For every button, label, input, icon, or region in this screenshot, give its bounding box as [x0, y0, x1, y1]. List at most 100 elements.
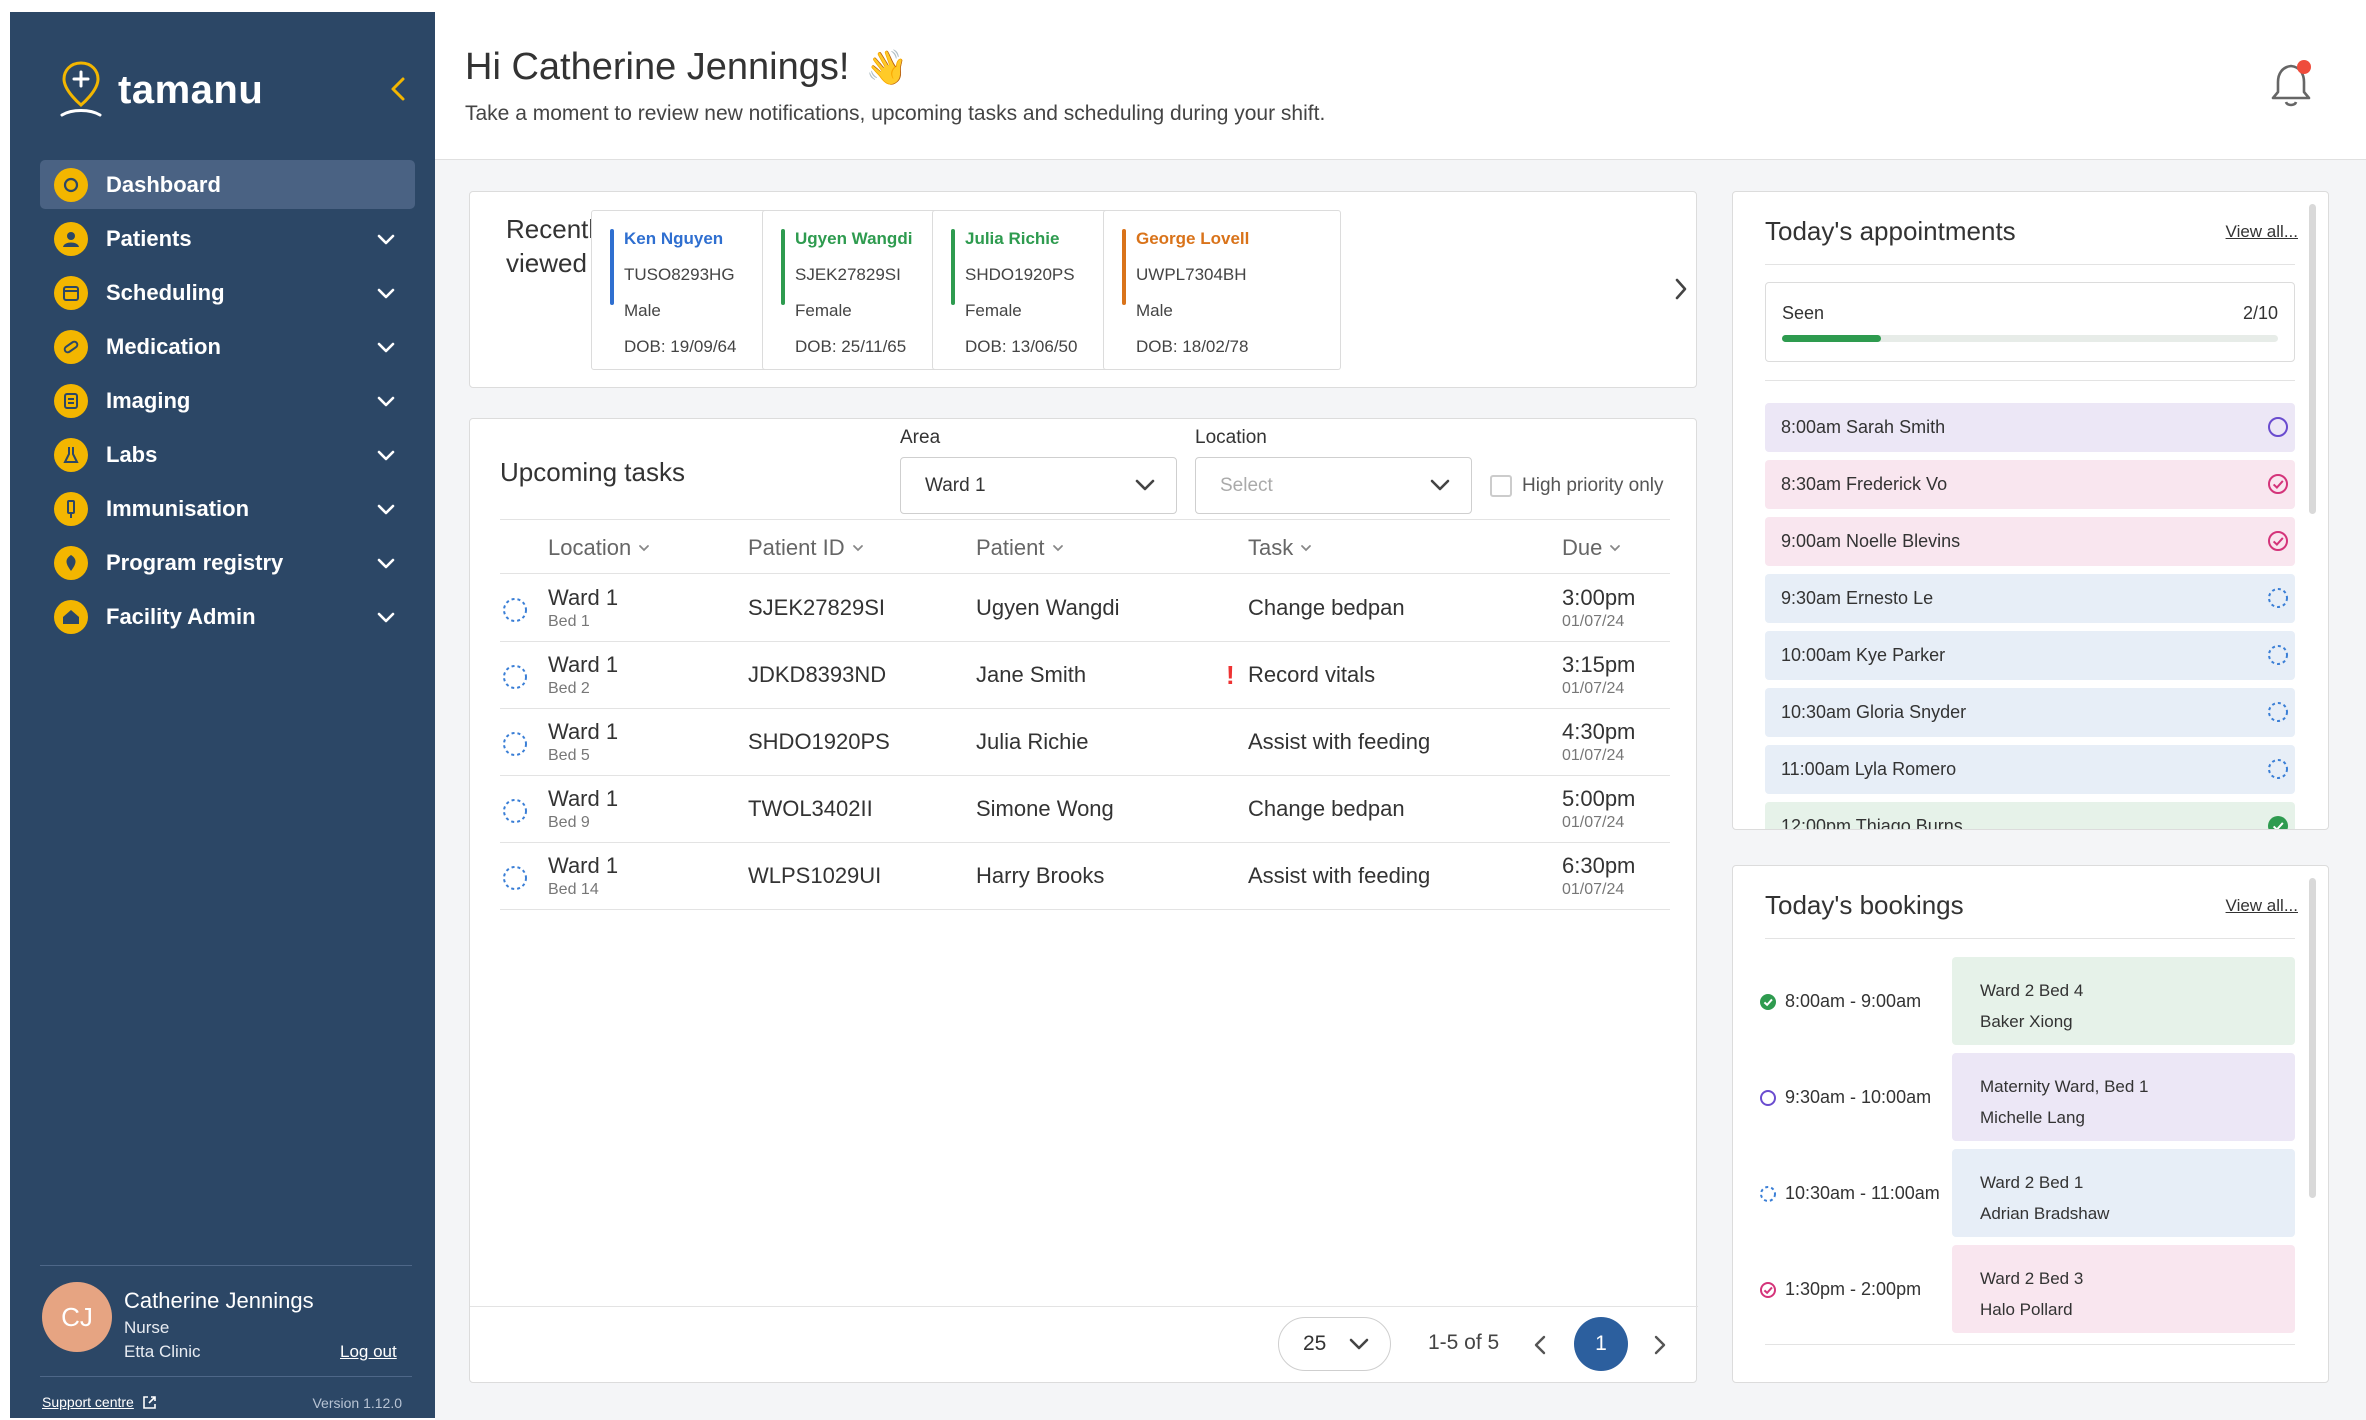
- sidebar-item-labs[interactable]: Labs: [40, 430, 415, 479]
- booking-time: 8:00am - 9:00am: [1785, 991, 1922, 1011]
- sidebar-item-program-registry[interactable]: Program registry: [40, 538, 415, 587]
- previous-page-button[interactable]: [1516, 1321, 1564, 1369]
- upcoming-tasks-panel: Upcoming tasks Area Ward 1 Location Sele…: [469, 418, 1698, 1383]
- patient-name: Ugyen Wangdi: [795, 229, 913, 248]
- sidebar-item-immunisation[interactable]: Immunisation: [40, 484, 415, 533]
- table-row[interactable]: Ward 1 Bed 14 WLPS1029UI Harry Brooks Assist…: [500, 843, 1670, 910]
- notifications-button[interactable]: [2270, 58, 2316, 110]
- current-page-button[interactable]: 1: [1574, 1317, 1628, 1371]
- booking-card[interactable]: Ward 2 Bed 1 Adrian Bradshaw: [1952, 1149, 2295, 1237]
- patient-id: UWPL7304BH: [1136, 265, 1247, 284]
- expand-imaging-button[interactable]: [371, 386, 401, 416]
- collapse-sidebar-button[interactable]: [380, 68, 416, 110]
- appointment-item[interactable]: 9:00am Noelle Blevins: [1765, 517, 2295, 566]
- column-header-patient[interactable]: Patient: [976, 535, 1065, 561]
- appointments-scrollbar[interactable]: [2309, 204, 2316, 514]
- expand-patients-button[interactable]: [371, 224, 401, 254]
- booking-item: 9:30am - 10:00am Maternity Ward, Bed 1 Mic…: [1733, 1053, 2303, 1145]
- location-select[interactable]: Select: [1195, 457, 1472, 514]
- recent-patient-card[interactable]: George Lovell UWPL7304BH Male DOB: 18/02/78: [1103, 210, 1341, 370]
- task-status-toggle[interactable]: [502, 597, 528, 628]
- sidebar-item-dashboard[interactable]: Dashboard: [40, 160, 415, 209]
- expand-labs-button[interactable]: [371, 440, 401, 470]
- seen-progress-bar: [1782, 335, 2278, 342]
- app-logo[interactable]: tamanu: [56, 50, 263, 130]
- task-description: Assist with feeding: [1248, 729, 1431, 754]
- expand-immunisation-button[interactable]: [371, 494, 401, 524]
- patient-color-bar: [610, 229, 614, 305]
- booking-item: 1:30pm - 2:00pm Ward 2 Bed 3 Halo Pollard: [1733, 1245, 2303, 1337]
- task-patient-name: Simone Wong: [976, 796, 1114, 821]
- sidebar-item-scheduling[interactable]: Scheduling: [40, 268, 415, 317]
- bookings-divider: [1765, 938, 2295, 939]
- chevron-down-icon: [1430, 479, 1450, 491]
- bookings-scrollbar[interactable]: [2309, 878, 2316, 1198]
- patient-id: SHDO1920PS: [965, 265, 1075, 284]
- sidebar-item-imaging[interactable]: Imaging: [40, 376, 415, 425]
- booking-card[interactable]: Maternity Ward, Bed 1 Michelle Lang: [1952, 1053, 2295, 1141]
- expand-medication-button[interactable]: [371, 332, 401, 362]
- high-priority-checkbox[interactable]: [1490, 475, 1512, 497]
- appointment-item[interactable]: 10:30am Gloria Snyder: [1765, 688, 2295, 737]
- location-placeholder: Select: [1220, 474, 1273, 496]
- next-page-button[interactable]: [1636, 1321, 1684, 1369]
- sidebar-item-facility-admin[interactable]: Facility Admin: [40, 592, 415, 641]
- task-status-toggle[interactable]: [502, 731, 528, 762]
- sidebar-item-label: Labs: [106, 441, 158, 467]
- booking-location: Ward 2 Bed 1: [1980, 1173, 2084, 1192]
- recently-viewed-title: Recently viewed: [506, 214, 608, 278]
- expand-scheduling-button[interactable]: [371, 278, 401, 308]
- rows-per-page-select[interactable]: 25: [1278, 1317, 1391, 1371]
- column-header-due[interactable]: Due: [1562, 535, 1622, 561]
- table-row[interactable]: Ward 1 Bed 5 SHDO1920PS Julia Richie Assist …: [500, 709, 1670, 776]
- table-row[interactable]: Ward 1 Bed 2 JDKD8393ND Jane Smith! Record v…: [500, 642, 1670, 709]
- expand-program-registry-button[interactable]: [371, 548, 401, 578]
- support-centre-link[interactable]: Support centre: [42, 1394, 157, 1410]
- column-header-task[interactable]: Task: [1248, 535, 1313, 561]
- appointment-item[interactable]: 9:30am Ernesto Le: [1765, 574, 2295, 623]
- table-row[interactable]: Ward 1 Bed 1 SJEK27829SI Ugyen Wangdi Change…: [500, 575, 1670, 642]
- appointment-item[interactable]: 8:00am Sarah Smith: [1765, 403, 2295, 452]
- app-name: tamanu: [118, 67, 264, 112]
- task-status-toggle[interactable]: [502, 798, 528, 829]
- table-row[interactable]: Ward 1 Bed 9 TWOL3402II Simone Wong Change b…: [500, 776, 1670, 843]
- waving-hand-icon: 👋: [865, 48, 908, 87]
- sort-chevron-icon: [1301, 545, 1312, 552]
- booking-card[interactable]: Ward 2 Bed 3 Halo Pollard: [1952, 1245, 2295, 1333]
- area-select[interactable]: Ward 1: [900, 457, 1177, 514]
- appointment-item[interactable]: 10:00am Kye Parker: [1765, 631, 2295, 680]
- blue-dashed-circle-icon: [2268, 759, 2288, 779]
- column-header-patient-id[interactable]: Patient ID: [748, 535, 865, 561]
- sort-chevron-icon: [1610, 545, 1621, 552]
- expand-facility-admin-button[interactable]: [371, 602, 401, 632]
- task-due-time: 4:30pm: [1562, 719, 1636, 744]
- appointment-item[interactable]: 11:00am Lyla Romero: [1765, 745, 2295, 794]
- column-header-location[interactable]: Location: [548, 535, 651, 561]
- sidebar-item-medication[interactable]: Medication: [40, 322, 415, 371]
- appointment-item[interactable]: 8:30am Frederick Vo: [1765, 460, 2295, 509]
- task-due-time: 5:00pm: [1562, 786, 1636, 811]
- sidebar-item-patients[interactable]: Patients: [40, 214, 415, 263]
- task-due-date: 01/07/24: [1562, 814, 1625, 831]
- appointment-status: [2267, 587, 2289, 614]
- high-priority-filter[interactable]: High priority only: [1490, 475, 1664, 497]
- booking-time: 10:30am - 11:00am: [1785, 1183, 1940, 1203]
- appointments-view-all-link[interactable]: View all...: [2225, 222, 2298, 241]
- chevron-down-icon: [1135, 479, 1155, 491]
- logout-link[interactable]: Log out: [340, 1342, 397, 1361]
- sidebar-item-label: Patients: [106, 225, 192, 251]
- task-due-date: 01/07/24: [1562, 680, 1625, 697]
- appointment-label: 10:00am Kye Parker: [1781, 645, 1946, 665]
- task-due-time: 6:30pm: [1562, 853, 1636, 878]
- task-status-toggle[interactable]: [502, 664, 528, 695]
- purple-circle-icon: [2268, 417, 2288, 437]
- immunisation-icon: [54, 491, 88, 526]
- appointment-item[interactable]: 12:00pm Thiago Burns: [1765, 802, 2295, 829]
- pagination-divider: [470, 1306, 1698, 1307]
- bookings-view-all-link[interactable]: View all...: [2225, 896, 2298, 915]
- booking-card[interactable]: Ward 2 Bed 4 Baker Xiong: [1952, 957, 2295, 1045]
- avatar[interactable]: CJ: [42, 1282, 112, 1352]
- chevron-down-icon: [377, 612, 395, 622]
- task-status-toggle[interactable]: [502, 865, 528, 896]
- recently-viewed-next-button[interactable]: [1668, 272, 1694, 306]
